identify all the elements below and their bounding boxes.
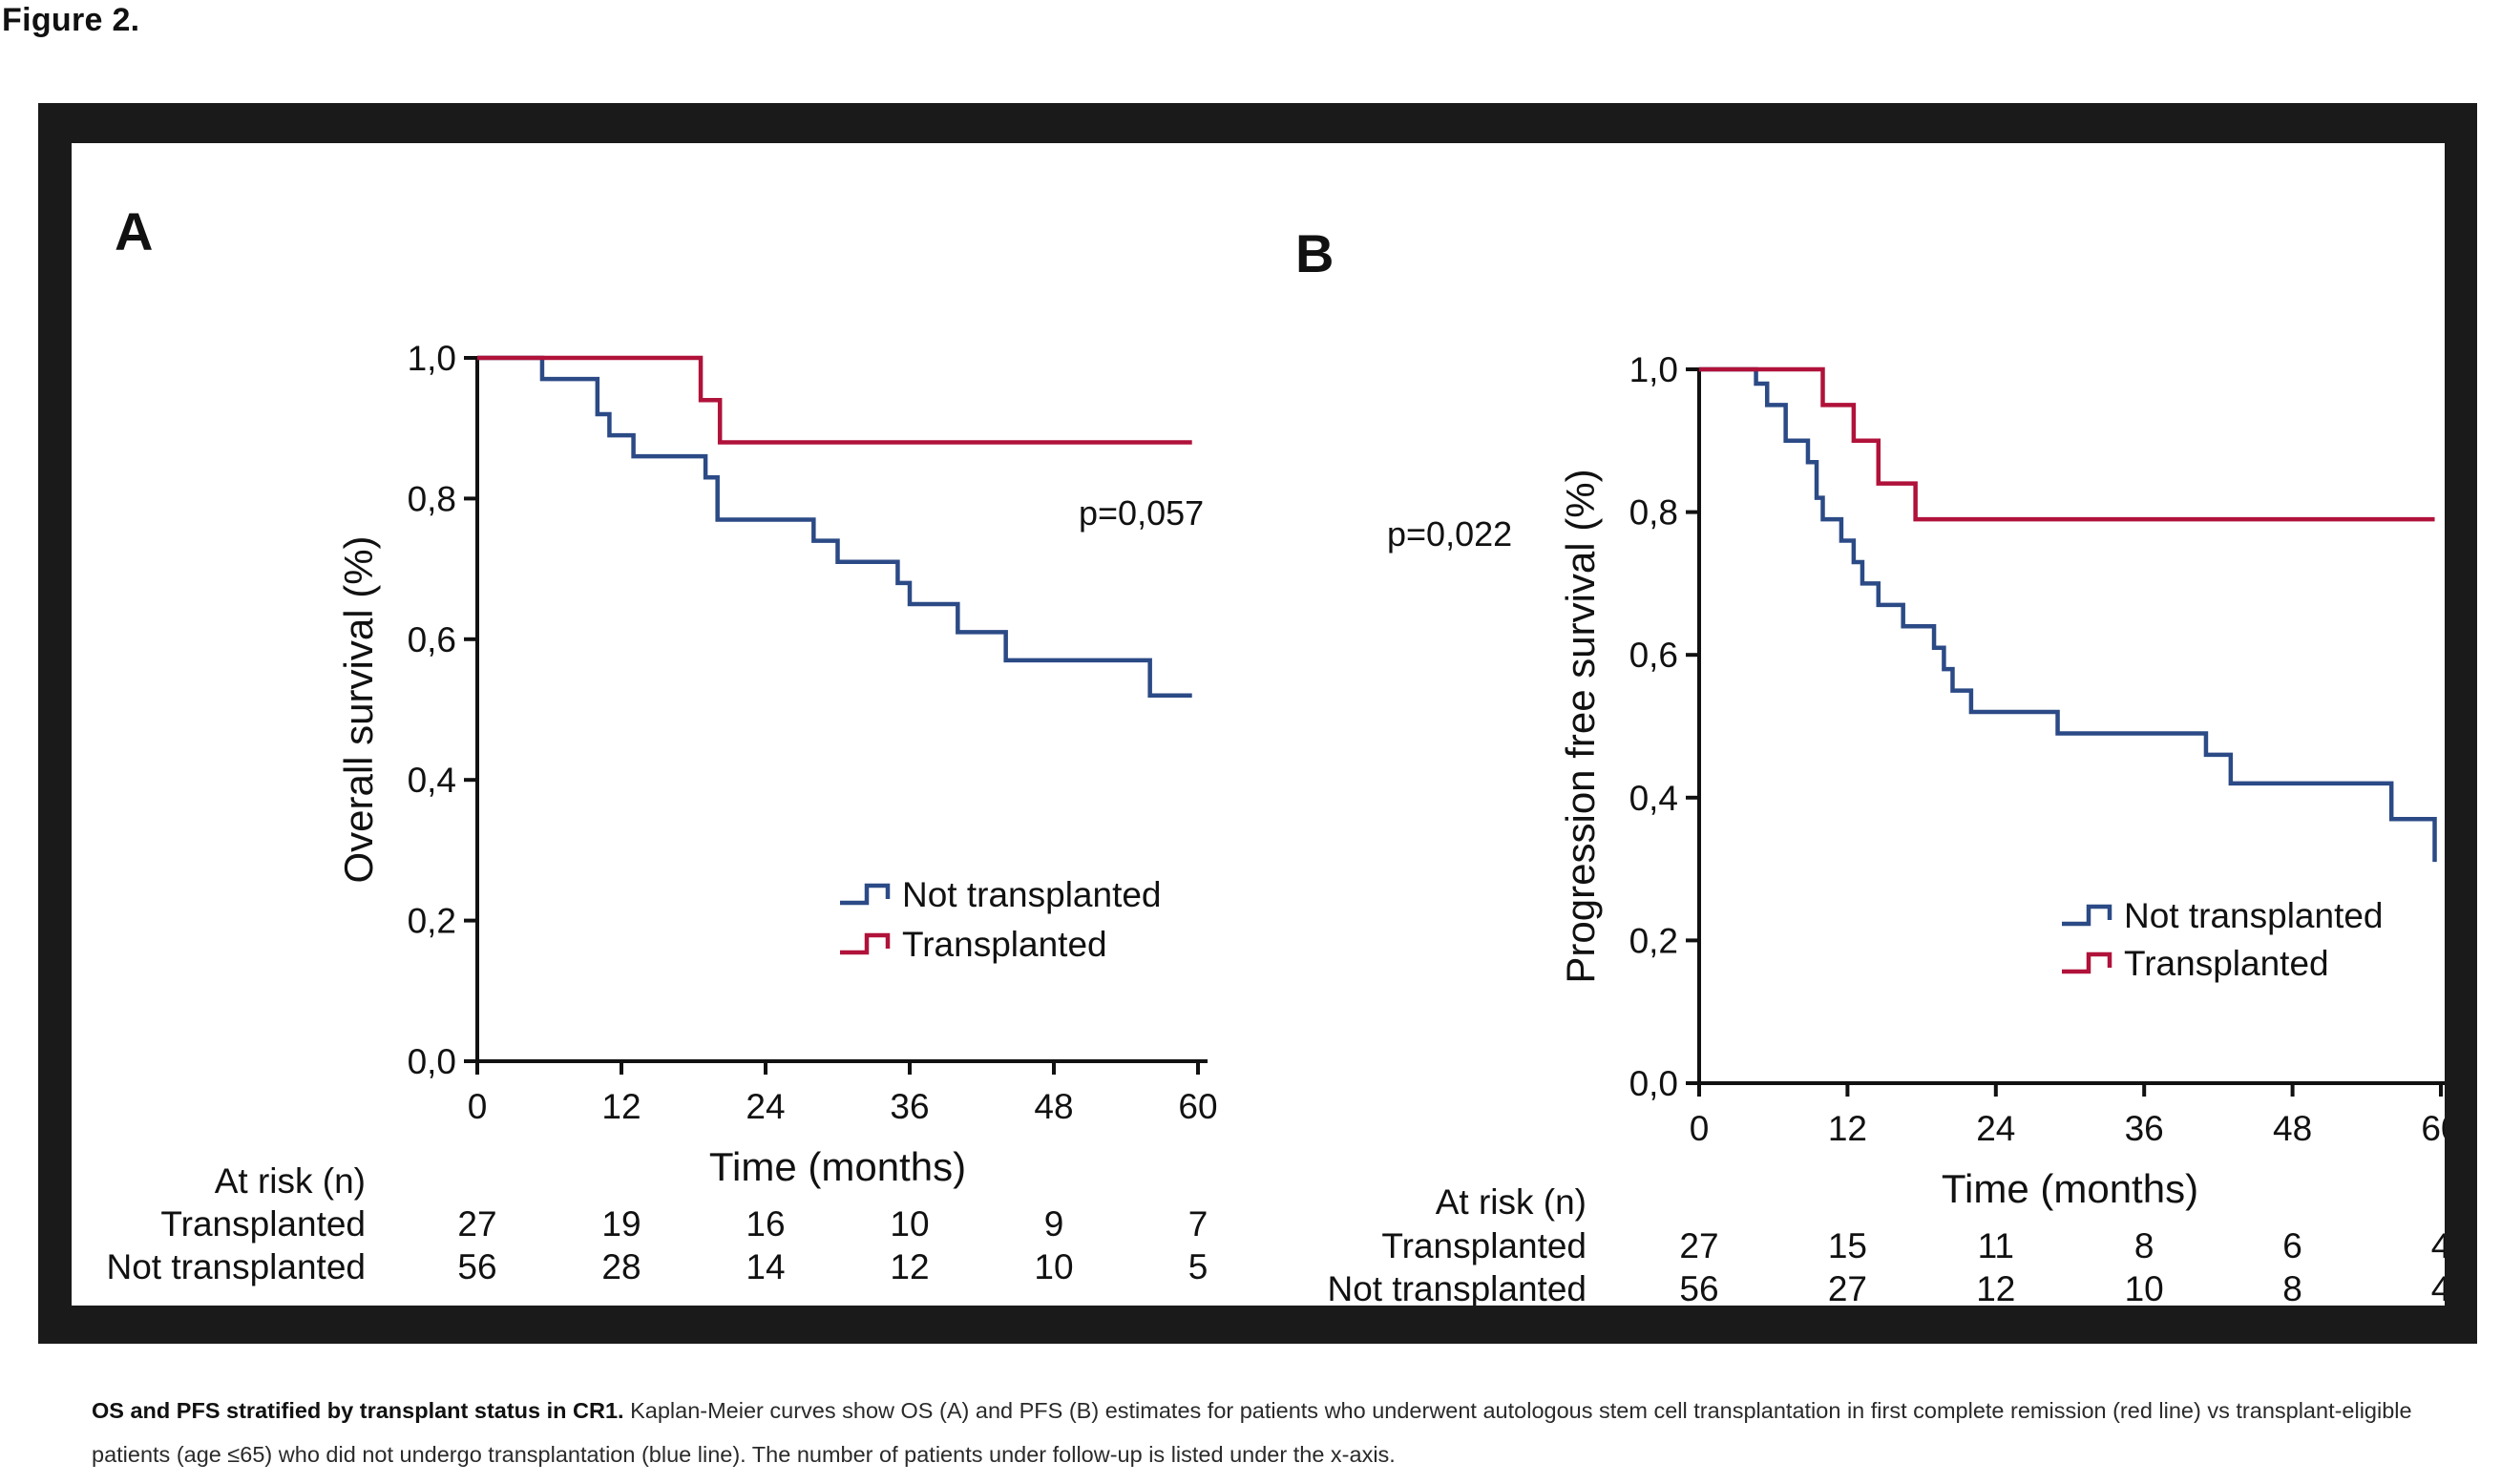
panel-b-series-not-transplanted xyxy=(1699,366,2437,863)
panel-a-at-risk-value: 10 xyxy=(890,1204,929,1244)
panel-a-x-axis-label: Time (months) xyxy=(709,1144,966,1189)
panel-b-at-risk-value: 15 xyxy=(1828,1226,1867,1265)
panel-a-p-value: p=0,057 xyxy=(1079,493,1204,533)
panel-a-y-axis-label: Overall survival (%) xyxy=(336,535,381,883)
figure-caption: OS and PFS stratified by transplant stat… xyxy=(92,1389,2421,1476)
panel-a-y-tick-label: 0,2 xyxy=(408,902,456,941)
panel-a-legend-label: Transplanted xyxy=(902,925,1107,964)
panel-a-at-risk-value: 27 xyxy=(457,1204,496,1244)
figure-frame: A 0,0 0,2 0,4 0,6 0,8 1,0 0 12 24 36 48 60 Time (mont… xyxy=(38,103,2477,1344)
panel-a-x-tick-label: 0 xyxy=(468,1087,488,1126)
panel-a-legend-label: Not transplanted xyxy=(902,875,1162,914)
panel-b-at-risk-row-label: Transplanted xyxy=(1381,1226,1587,1265)
panel-b-y-tick-label: 0,2 xyxy=(1629,921,1678,960)
panel-b-x-axis-label: Time (months) xyxy=(1942,1166,2198,1211)
panel-a-at-risk-value: 28 xyxy=(601,1247,641,1286)
panel-a-label: A xyxy=(115,201,153,261)
panel-a-at-risk-value: 56 xyxy=(457,1247,496,1286)
panel-a-at-risk-value: 5 xyxy=(1188,1247,1208,1286)
panel-b-at-risk-value: 12 xyxy=(1976,1269,2015,1306)
panel-a-x-tick-label: 12 xyxy=(601,1087,641,1126)
panel-b-legend-swatch xyxy=(2062,951,2112,974)
panel-b-p-value: p=0,022 xyxy=(1387,514,1512,554)
panel-a-x-tick-label: 60 xyxy=(1178,1087,1217,1126)
panel-b-at-risk-value: 4 xyxy=(2431,1226,2445,1265)
panel-b-y-tick-label: 0,0 xyxy=(1629,1064,1678,1103)
panel-a-y-tick-label: 0,4 xyxy=(408,761,456,800)
panel-b-at-risk-value: 27 xyxy=(1828,1269,1867,1306)
caption-text: Kaplan-Meier curves show OS (A) and PFS … xyxy=(92,1398,2412,1467)
panel-b-at-risk-header: At risk (n) xyxy=(1436,1182,1587,1222)
panel-a-y-tick-label: 0,6 xyxy=(408,620,456,659)
panel-b-legend-label: Not transplanted xyxy=(2124,896,2384,935)
panel-a-at-risk-row-label: Transplanted xyxy=(160,1204,366,1244)
panel-b-at-risk-value: 56 xyxy=(1679,1269,1718,1306)
panel-b-x-tick-label: 48 xyxy=(2273,1109,2312,1148)
panel-a-at-risk-value: 16 xyxy=(746,1204,785,1244)
panel-b-series-transplanted xyxy=(1699,366,2435,522)
panel-a-legend-swatch xyxy=(840,932,891,955)
panel-a-legend-swatch xyxy=(840,883,891,906)
panel-b-at-risk-value: 8 xyxy=(2282,1269,2302,1306)
panel-b-at-risk-value: 11 xyxy=(1978,1226,2014,1265)
panel-b-y-tick-label: 0,4 xyxy=(1629,779,1678,818)
panel-a-series-transplanted xyxy=(477,355,1192,445)
panel-b-y-tick-label: 0,8 xyxy=(1629,493,1678,533)
panel-a-y-tick-label: 0,0 xyxy=(408,1042,456,1081)
panel-b-at-risk-row-label: Not transplanted xyxy=(1327,1269,1587,1306)
panel-a-y-tick-label: 1,0 xyxy=(408,339,456,378)
panel-a-y-tick-label: 0,8 xyxy=(408,479,456,518)
figure-label: Figure 2. xyxy=(2,2,140,38)
panel-b-at-risk-value: 27 xyxy=(1679,1226,1718,1265)
panel-a-x-tick-label: 48 xyxy=(1034,1087,1073,1126)
panel-a-at-risk-value: 12 xyxy=(890,1247,929,1286)
figure-panels: A 0,0 0,2 0,4 0,6 0,8 1,0 0 12 24 36 48 60 Time (mont… xyxy=(72,143,2461,1308)
panel-b-legend-label: Transplanted xyxy=(2124,944,2329,983)
panel-b-at-risk-value: 10 xyxy=(2125,1269,2164,1306)
panel-b-at-risk-value: 4 xyxy=(2431,1269,2445,1306)
panel-b-x-tick-label: 12 xyxy=(1828,1109,1867,1148)
panel-b-y-axis-label: Progression free survival (%) xyxy=(1558,469,1603,983)
panel-b-label: B xyxy=(1295,223,1334,283)
panel-a-at-risk-header: At risk (n) xyxy=(215,1161,366,1201)
panel-b-x-tick-label: 0 xyxy=(1690,1109,1710,1148)
panel-b-y-tick-label: 1,0 xyxy=(1629,350,1678,389)
panel-b-legend-swatch xyxy=(2062,904,2112,927)
panel-b-x-tick-label: 60 xyxy=(2421,1109,2445,1148)
panel-a-at-risk-value: 7 xyxy=(1188,1204,1208,1244)
panel-a-at-risk-value: 14 xyxy=(746,1247,785,1286)
panel-b-at-risk-value: 6 xyxy=(2282,1226,2302,1265)
panel-a-at-risk-value: 9 xyxy=(1044,1204,1064,1244)
panel-a-x-tick-label: 36 xyxy=(890,1087,929,1126)
panel-a-at-risk-row-label: Not transplanted xyxy=(106,1247,366,1286)
panel-b-x-tick-label: 24 xyxy=(1976,1109,2015,1148)
panel-a-at-risk-value: 19 xyxy=(601,1204,641,1244)
panel-a-at-risk-value: 10 xyxy=(1034,1247,1073,1286)
caption-title: OS and PFS stratified by transplant stat… xyxy=(92,1398,624,1423)
panel-b-x-tick-label: 36 xyxy=(2125,1109,2164,1148)
panel-b-y-tick-label: 0,6 xyxy=(1629,636,1678,675)
panel-a-x-tick-label: 24 xyxy=(746,1087,785,1126)
panel-b-at-risk-value: 8 xyxy=(2134,1226,2154,1265)
panel-a-series-not-transplanted xyxy=(477,355,1192,699)
